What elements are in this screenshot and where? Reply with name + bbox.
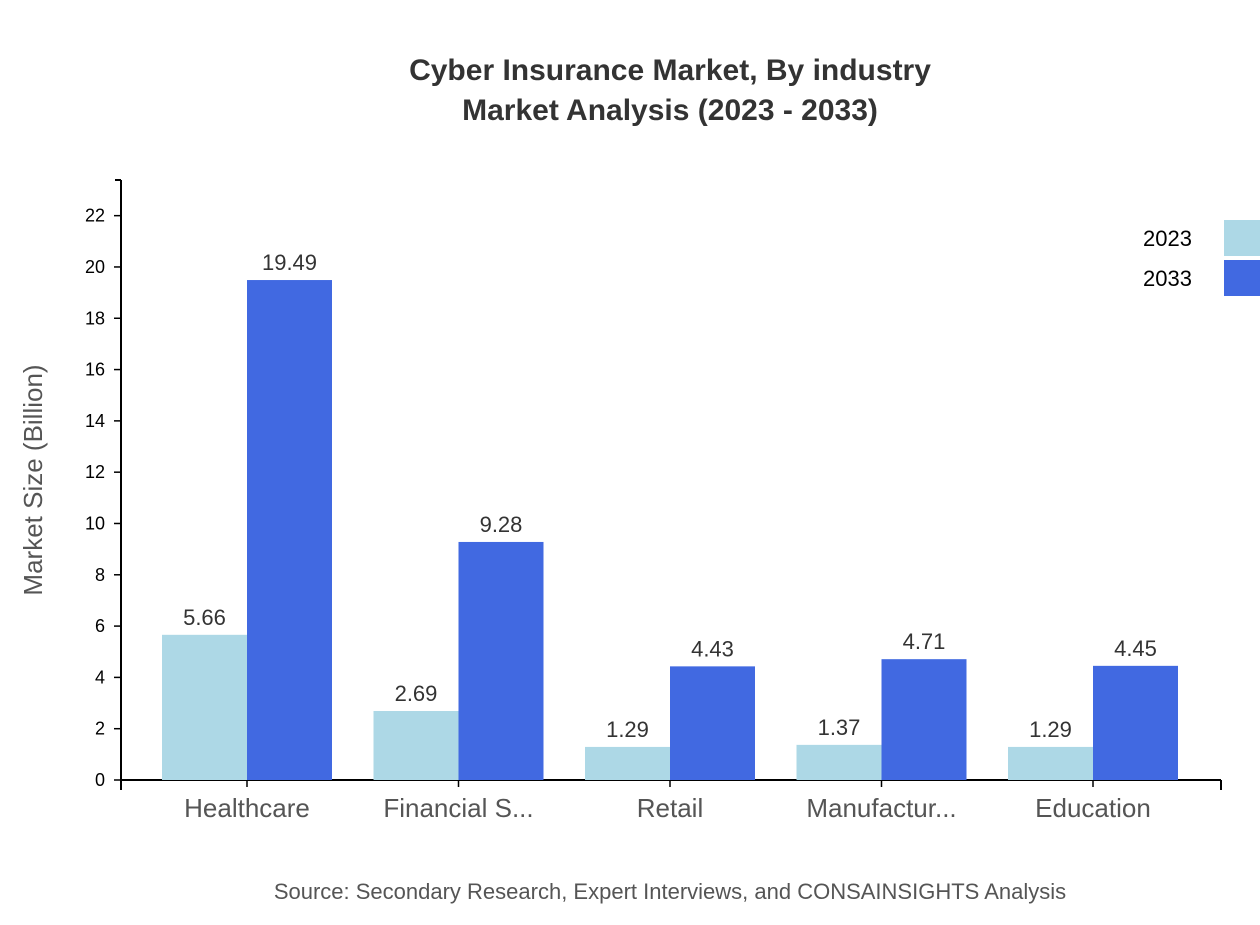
data-label: 5.66 <box>183 605 226 630</box>
y-axis: 0 2 4 6 8 10 12 14 16 18 20 22 <box>85 179 122 790</box>
legend: 2023 2033 <box>1143 220 1260 296</box>
y-tick-label: 0 <box>95 770 105 790</box>
bar-2023 <box>373 710 459 780</box>
y-tick-label: 18 <box>85 308 105 328</box>
y-tick-label: 12 <box>85 462 105 482</box>
legend-label: 2033 <box>1143 266 1192 291</box>
y-tick-label: 2 <box>95 719 105 739</box>
y-tick-label: 14 <box>85 411 105 431</box>
data-label: 4.71 <box>903 629 946 654</box>
source-note: Source: Secondary Research, Expert Inter… <box>274 879 1066 904</box>
data-label: 1.29 <box>606 717 649 742</box>
bar-2033 <box>247 280 332 780</box>
x-tick-label: Education <box>1035 793 1151 823</box>
bar-2033 <box>881 659 967 780</box>
data-label: 2.69 <box>395 681 438 706</box>
data-label: 19.49 <box>262 250 317 275</box>
chart-title: Cyber Insurance Market, By industry <box>409 54 931 87</box>
x-tick-label: Manufactur... <box>806 793 956 823</box>
x-tick-label: Retail <box>637 793 703 823</box>
legend-swatch <box>1224 260 1260 296</box>
x-tick-label: Financial S... <box>383 793 533 823</box>
bar-2023 <box>162 634 247 780</box>
y-tick-label: 10 <box>85 513 105 533</box>
bar-2023 <box>796 744 882 780</box>
y-axis-label: Market Size (Billion) <box>18 364 48 595</box>
bar-2033 <box>1093 665 1178 780</box>
data-label: 4.45 <box>1114 636 1157 661</box>
legend-swatch <box>1224 220 1260 256</box>
bar-2033 <box>458 541 544 780</box>
y-tick-label: 16 <box>85 360 105 380</box>
data-label: 9.28 <box>480 512 523 537</box>
y-tick-label: 8 <box>95 565 105 585</box>
y-tick-label: 22 <box>85 206 105 226</box>
y-tick-label: 20 <box>85 257 105 277</box>
y-tick-label: 4 <box>95 667 105 687</box>
y-tick-label: 6 <box>95 616 105 636</box>
chart-subtitle: Market Analysis (2023 - 2033) <box>462 94 878 127</box>
data-label: 1.29 <box>1029 717 1072 742</box>
bar-2023 <box>1008 746 1093 780</box>
bar-2033 <box>670 666 755 780</box>
legend-label: 2023 <box>1143 226 1192 251</box>
x-tick-label: Healthcare <box>184 793 310 823</box>
bar-2023 <box>585 746 670 780</box>
data-label: 4.43 <box>691 636 734 661</box>
data-label: 1.37 <box>818 715 861 740</box>
x-axis: Healthcare Financial S... Retail Manufactur… <box>120 779 1222 823</box>
bars: 5.66 19.49 2.69 9.28 1.29 4.43 1.37 4.71 1.29 4.4… <box>162 250 1178 780</box>
